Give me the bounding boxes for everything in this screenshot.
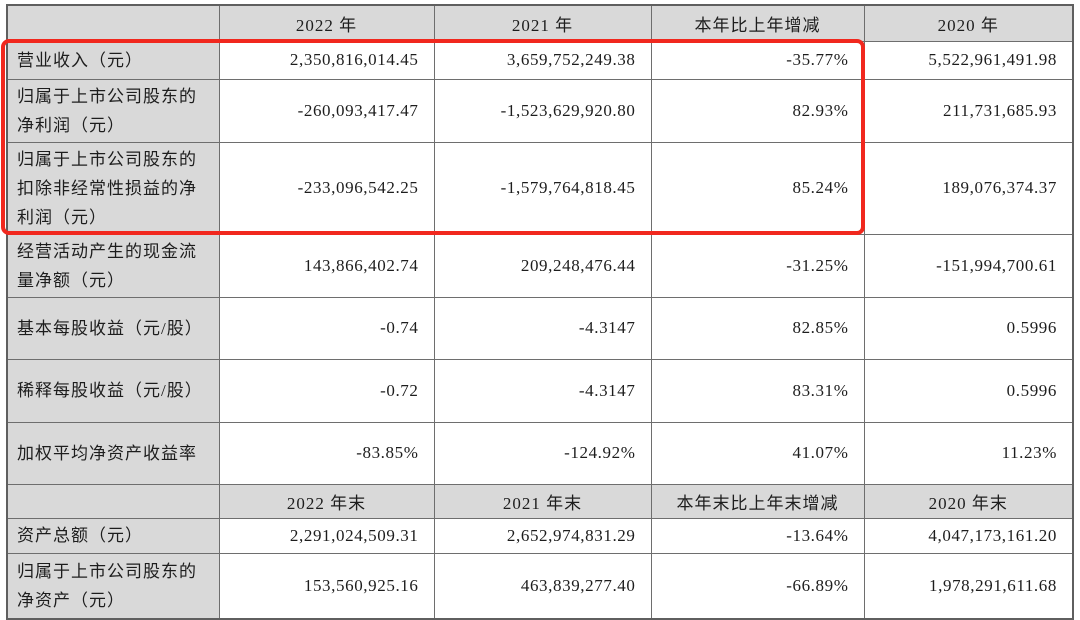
value-cell: 211,731,685.93 bbox=[863, 78, 1074, 143]
value-cell: 0.5996 bbox=[863, 358, 1074, 423]
row-label: 稀释每股收益（元/股） bbox=[6, 358, 220, 423]
value-cell: -31.25% bbox=[650, 233, 865, 298]
header-2022-yearend: 2022 年末 bbox=[218, 483, 435, 519]
financial-summary-table-wrap: 2022 年 2021 年 本年比上年增减 2020 年 营业收入（元） 2,3… bbox=[1, 4, 1074, 620]
value-cell: 3,659,752,249.38 bbox=[433, 40, 652, 80]
value-cell: -13.64% bbox=[650, 517, 865, 554]
value-cell: 0.5996 bbox=[863, 296, 1074, 360]
value-cell: -0.74 bbox=[218, 296, 435, 360]
value-cell: -124.92% bbox=[433, 421, 652, 485]
value-cell: -1,579,764,818.45 bbox=[433, 141, 652, 235]
row-label: 加权平均净资产收益率 bbox=[6, 421, 220, 485]
value-cell: 463,839,277.40 bbox=[433, 552, 652, 620]
value-cell: 189,076,374.37 bbox=[863, 141, 1074, 235]
value-cell: -83.85% bbox=[218, 421, 435, 485]
value-cell: -260,093,417.47 bbox=[218, 78, 435, 143]
row-label: 营业收入（元） bbox=[6, 40, 220, 80]
table-row-net-assets: 归属于上市公司股东的净资产（元） 153,560,925.16 463,839,… bbox=[6, 552, 1074, 620]
value-cell: 82.93% bbox=[650, 78, 865, 143]
row-label: 归属于上市公司股东的净资产（元） bbox=[6, 552, 220, 620]
value-cell: 4,047,173,161.20 bbox=[863, 517, 1074, 554]
value-cell: 82.85% bbox=[650, 296, 865, 360]
value-cell: 11.23% bbox=[863, 421, 1074, 485]
value-cell: 85.24% bbox=[650, 141, 865, 235]
header-2020: 2020 年 bbox=[863, 4, 1074, 42]
row-label: 基本每股收益（元/股） bbox=[6, 296, 220, 360]
row-label: 归属于上市公司股东的扣除非经常性损益的净利润（元） bbox=[6, 141, 220, 235]
financial-summary-table: 2022 年 2021 年 本年比上年增减 2020 年 营业收入（元） 2,3… bbox=[6, 4, 1074, 620]
value-cell: 2,291,024,509.31 bbox=[218, 517, 435, 554]
value-cell: 1,978,291,611.68 bbox=[863, 552, 1074, 620]
value-cell: 2,652,974,831.29 bbox=[433, 517, 652, 554]
table-row-net-profit: 归属于上市公司股东的净利润（元） -260,093,417.47 -1,523,… bbox=[6, 78, 1074, 143]
table-row-total-assets: 资产总额（元） 2,291,024,509.31 2,652,974,831.2… bbox=[6, 517, 1074, 554]
value-cell: 153,560,925.16 bbox=[218, 552, 435, 620]
header-2022: 2022 年 bbox=[218, 4, 435, 42]
value-cell: 41.07% bbox=[650, 421, 865, 485]
table-row-weighted-avg-roe: 加权平均净资产收益率 -83.85% -124.92% 41.07% 11.23… bbox=[6, 421, 1074, 485]
value-cell: -4.3147 bbox=[433, 358, 652, 423]
table-row-diluted-eps: 稀释每股收益（元/股） -0.72 -4.3147 83.31% 0.5996 bbox=[6, 358, 1074, 423]
header-empty-cell bbox=[6, 4, 220, 42]
header-2021: 2021 年 bbox=[433, 4, 652, 42]
value-cell: -66.89% bbox=[650, 552, 865, 620]
header-2020-yearend: 2020 年末 bbox=[863, 483, 1074, 519]
value-cell: -1,523,629,920.80 bbox=[433, 78, 652, 143]
value-cell: 143,866,402.74 bbox=[218, 233, 435, 298]
header-2021-yearend: 2021 年末 bbox=[433, 483, 652, 519]
value-cell: 5,522,961,491.98 bbox=[863, 40, 1074, 80]
table-row-basic-eps: 基本每股收益（元/股） -0.74 -4.3147 82.85% 0.5996 bbox=[6, 296, 1074, 360]
row-label: 资产总额（元） bbox=[6, 517, 220, 554]
row-label: 经营活动产生的现金流量净额（元） bbox=[6, 233, 220, 298]
table-row-operating-cash-flow: 经营活动产生的现金流量净额（元） 143,866,402.74 209,248,… bbox=[6, 233, 1074, 298]
table-row-revenue: 营业收入（元） 2,350,816,014.45 3,659,752,249.3… bbox=[6, 40, 1074, 80]
header-yearend-change: 本年末比上年末增减 bbox=[650, 483, 865, 519]
value-cell: 209,248,476.44 bbox=[433, 233, 652, 298]
table-header-row-yearend: 2022 年末 2021 年末 本年末比上年末增减 2020 年末 bbox=[6, 483, 1074, 519]
row-label: 归属于上市公司股东的净利润（元） bbox=[6, 78, 220, 143]
table-row-net-profit-excl-nonrecurring: 归属于上市公司股东的扣除非经常性损益的净利润（元） -233,096,542.2… bbox=[6, 141, 1074, 235]
value-cell: -0.72 bbox=[218, 358, 435, 423]
value-cell: -151,994,700.61 bbox=[863, 233, 1074, 298]
value-cell: 2,350,816,014.45 bbox=[218, 40, 435, 80]
header-yoy-change: 本年比上年增减 bbox=[650, 4, 865, 42]
value-cell: -4.3147 bbox=[433, 296, 652, 360]
header-empty-cell bbox=[6, 483, 220, 519]
value-cell: -35.77% bbox=[650, 40, 865, 80]
table-header-row-annual: 2022 年 2021 年 本年比上年增减 2020 年 bbox=[6, 4, 1074, 42]
value-cell: -233,096,542.25 bbox=[218, 141, 435, 235]
value-cell: 83.31% bbox=[650, 358, 865, 423]
